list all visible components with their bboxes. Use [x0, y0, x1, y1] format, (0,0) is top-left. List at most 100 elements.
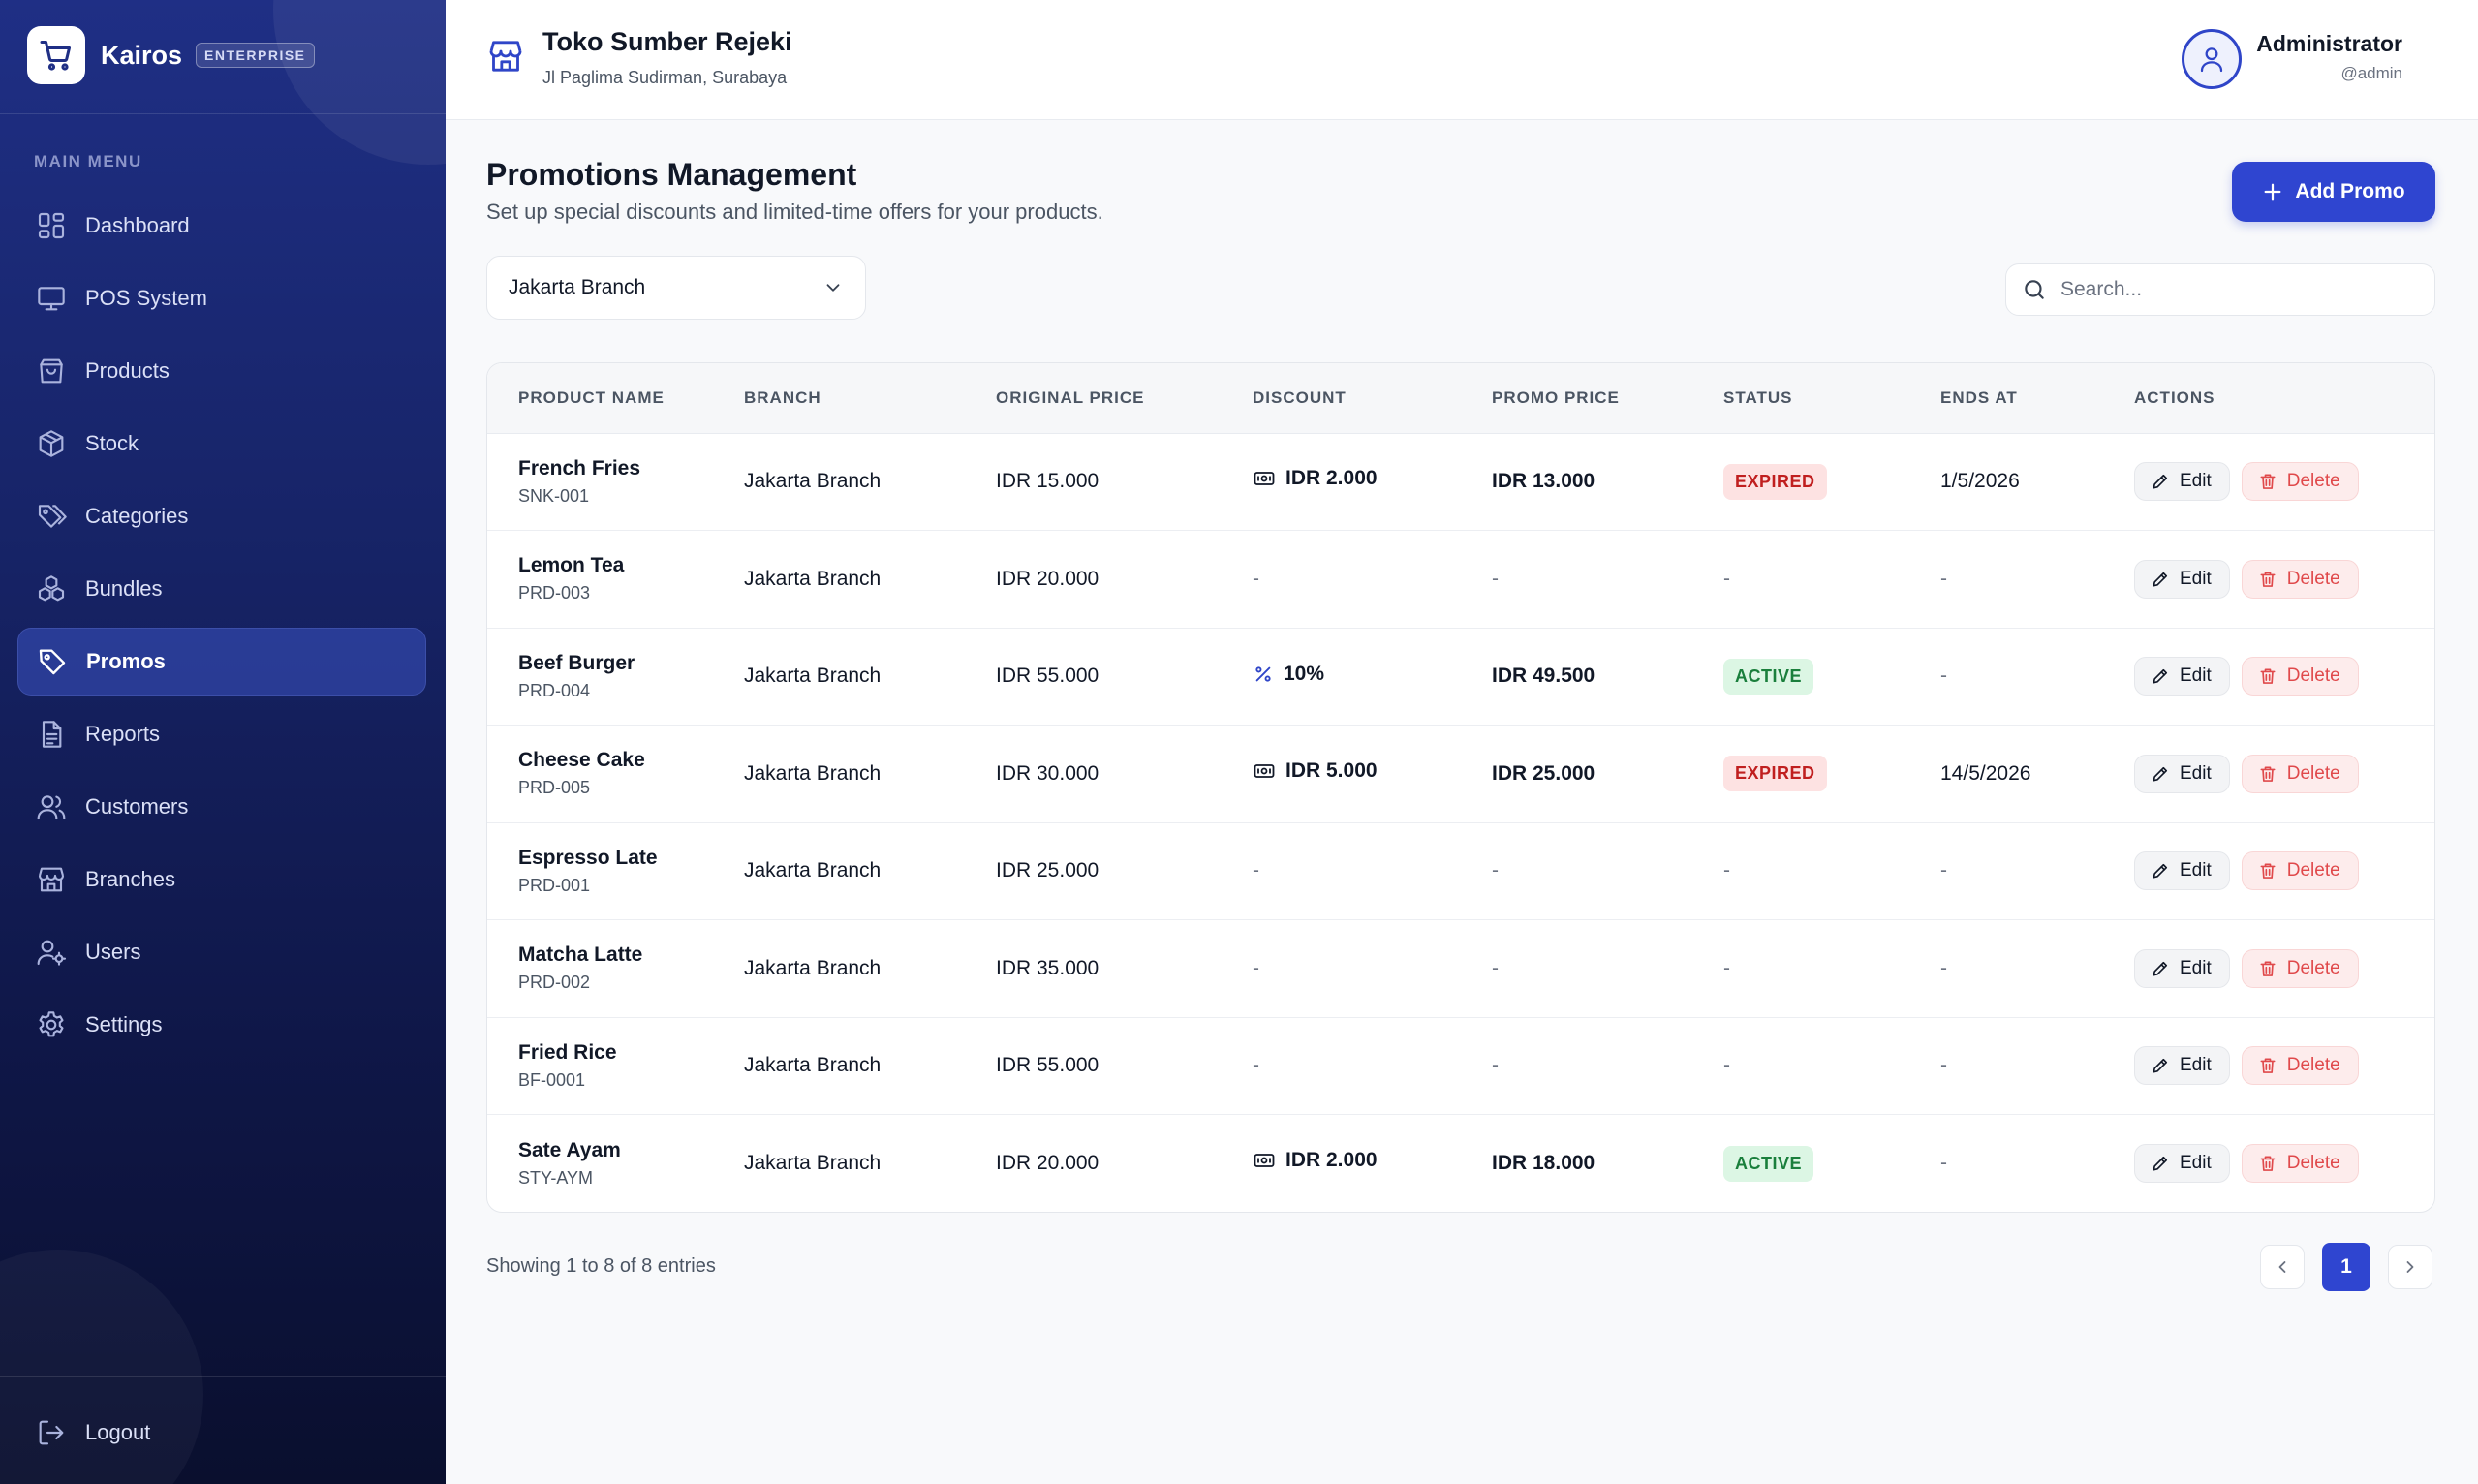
sidebar-item-customers[interactable]: Customers	[17, 773, 426, 841]
chevron-right-icon	[2406, 1261, 2414, 1273]
product-name: Matcha Latte	[518, 943, 643, 967]
logout-label: Logout	[85, 1420, 151, 1444]
sidebar-item-pos-system[interactable]: POS System	[17, 264, 426, 332]
avatar[interactable]	[2182, 29, 2242, 89]
store-icon	[34, 862, 69, 897]
logout-button[interactable]: Logout	[34, 1414, 150, 1451]
table-row: Fried Rice BF-0001 Jakarta Branch IDR 55.00…	[487, 1017, 2434, 1115]
discount-cell: IDR 5.000	[1253, 726, 1492, 823]
cash-icon	[1253, 467, 1276, 490]
branch-cell: Jakarta Branch	[744, 567, 882, 590]
dashboard-icon	[34, 208, 69, 243]
promo-price-cell: -	[1492, 531, 1723, 629]
promo-price-cell: -	[1492, 822, 1723, 920]
delete-button[interactable]: Delete	[2241, 1144, 2359, 1183]
row-actions: Edit Delete	[2134, 754, 2434, 793]
status-badge: EXPIRED	[1723, 463, 1827, 500]
chevron-left-icon	[2278, 1261, 2286, 1273]
search-input[interactable]	[2060, 278, 2409, 301]
sidebar-item-label: Products	[85, 358, 170, 383]
search-box[interactable]	[2005, 263, 2435, 316]
edit-button[interactable]: Edit	[2134, 948, 2230, 988]
product-sku: STY-AYM	[518, 1167, 594, 1188]
discount-cell: -	[1253, 920, 1492, 1018]
sidebar-item-label: Settings	[85, 1012, 163, 1036]
product-cell: Espresso Late PRD-001	[487, 822, 744, 920]
sidebar-item-products[interactable]: Products	[17, 337, 426, 405]
next-page-button[interactable]	[2388, 1245, 2432, 1289]
sidebar-item-branches[interactable]: Branches	[17, 846, 426, 913]
row-actions: Edit Delete	[2134, 851, 2434, 891]
discount-cell: -	[1253, 1017, 1492, 1115]
promo-price: -	[1492, 1054, 1499, 1077]
ends-at-cell: -	[1940, 1115, 2134, 1213]
divider	[0, 1376, 446, 1377]
delete-button[interactable]: Delete	[2241, 948, 2359, 988]
discount-cell: -	[1253, 531, 1492, 629]
sidebar-item-dashboard[interactable]: Dashboard	[17, 192, 426, 260]
delete-button[interactable]: Delete	[2241, 462, 2359, 502]
ends-at: -	[1940, 859, 1947, 882]
edit-label: Edit	[2180, 568, 2212, 589]
discount-value: IDR 2.000	[1285, 1149, 1378, 1171]
delete-button[interactable]: Delete	[2241, 851, 2359, 891]
sidebar-item-settings[interactable]: Settings	[17, 991, 426, 1059]
edit-label: Edit	[2180, 665, 2212, 687]
percent-icon	[1253, 664, 1274, 685]
delete-button[interactable]: Delete	[2241, 754, 2359, 793]
page-1-button[interactable]: 1	[2322, 1243, 2370, 1291]
edit-button[interactable]: Edit	[2134, 559, 2230, 599]
top-header: Toko Sumber Rejeki Jl Paglima Sudirman, …	[446, 0, 2478, 120]
sidebar-item-categories[interactable]: Categories	[17, 482, 426, 550]
sidebar-item-label: Branches	[85, 867, 175, 891]
ends-at-cell: -	[1940, 822, 2134, 920]
trash-icon	[2258, 959, 2277, 978]
delete-button[interactable]: Delete	[2241, 559, 2359, 599]
table-row: Espresso Late PRD-001 Jakarta Branch IDR 25…	[487, 822, 2434, 920]
branch-cell: Jakarta Branch	[744, 1054, 882, 1077]
edit-button[interactable]: Edit	[2134, 1144, 2230, 1183]
product-cell: Cheese Cake PRD-005	[487, 726, 744, 823]
promo-price-cell: IDR 25.000	[1492, 726, 1723, 823]
user-name: Administrator	[2256, 31, 2402, 56]
promo-price-cell: IDR 49.500	[1492, 628, 1723, 726]
promo-price-cell: -	[1492, 920, 1723, 1018]
sidebar-item-promos[interactable]: Promos	[17, 628, 426, 696]
column-header: ORIGINAL PRICE	[996, 363, 1253, 434]
column-header: DISCOUNT	[1253, 363, 1492, 434]
ends-at: -	[1940, 665, 1947, 688]
ends-at: -	[1940, 1054, 1947, 1077]
tag-icon	[35, 644, 70, 679]
edit-button[interactable]: Edit	[2134, 462, 2230, 502]
edit-button[interactable]: Edit	[2134, 851, 2230, 891]
edit-button[interactable]: Edit	[2134, 1046, 2230, 1086]
delete-label: Delete	[2286, 1153, 2340, 1173]
table-header-row: PRODUCT NAME BRANCH ORIGINAL PRICE DISCO…	[487, 363, 2434, 434]
delete-label: Delete	[2286, 860, 2340, 881]
original-price-cell: IDR 55.000	[996, 665, 1100, 688]
sidebar-item-stock[interactable]: Stock	[17, 410, 426, 478]
edit-button[interactable]: Edit	[2134, 657, 2230, 696]
edit-label: Edit	[2180, 1153, 2212, 1173]
actions-cell: Edit Delete	[2134, 531, 2434, 629]
original-price-cell: IDR 25.000	[996, 859, 1100, 882]
prev-page-button[interactable]	[2260, 1245, 2305, 1289]
status-badge: EXPIRED	[1723, 756, 1827, 792]
branch-select[interactable]: Jakarta Branch	[486, 256, 866, 320]
divider	[0, 113, 446, 114]
discount: IDR 2.000	[1253, 467, 1378, 490]
sidebar-item-bundles[interactable]: Bundles	[17, 555, 426, 623]
edit-button[interactable]: Edit	[2134, 754, 2230, 793]
actions-cell: Edit Delete	[2134, 920, 2434, 1018]
delete-button[interactable]: Delete	[2241, 1046, 2359, 1086]
row-actions: Edit Delete	[2134, 559, 2434, 599]
original-price-cell: IDR 55.000	[996, 1054, 1100, 1077]
brand[interactable]: Kairos ENTERPRISE	[27, 26, 315, 84]
add-promo-button[interactable]: Add Promo	[2232, 162, 2435, 222]
delete-button[interactable]: Delete	[2241, 657, 2359, 696]
sidebar-item-reports[interactable]: Reports	[17, 700, 426, 768]
users-icon	[34, 789, 69, 824]
sidebar-item-users[interactable]: Users	[17, 918, 426, 986]
brand-name: Kairos	[101, 40, 183, 70]
discount: IDR 2.000	[1253, 1149, 1378, 1172]
